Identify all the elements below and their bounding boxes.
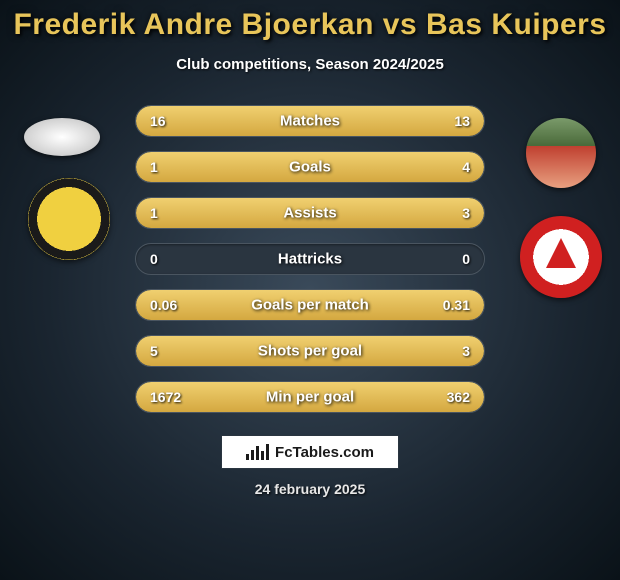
stat-label: Shots per goal [258,343,362,360]
stat-label: Assists [283,205,336,222]
brand-badge[interactable]: FcTables.com [221,435,399,469]
player-right-avatar [526,118,596,188]
footer-date: 24 february 2025 [0,481,620,497]
stat-row: 16 13 Matches [135,105,485,137]
stat-value-right: 0 [462,251,470,267]
stat-row: 0 0 Hattricks [135,243,485,275]
club-left-logo [28,178,110,260]
stat-value-right: 3 [462,205,470,221]
stat-value-left: 0.06 [150,297,177,313]
stat-value-right: 362 [447,389,470,405]
stat-row: 1672 362 Min per goal [135,381,485,413]
stat-value-left: 5 [150,343,158,359]
subtitle: Club competitions, Season 2024/2025 [0,56,620,73]
stat-label: Goals [289,159,331,176]
stat-value-right: 0.31 [443,297,470,313]
brand-bars-icon [246,444,269,460]
brand-label: FcTables.com [275,444,374,461]
stat-row: 1 4 Goals [135,151,485,183]
stat-fill-right [223,198,484,228]
stat-row: 1 3 Assists [135,197,485,229]
player-left-avatar [24,118,100,156]
stat-label: Goals per match [251,297,369,314]
page-title: Frederik Andre Bjoerkan vs Bas Kuipers [0,8,620,42]
stat-value-left: 1672 [150,389,181,405]
stat-value-left: 16 [150,113,166,129]
stat-value-left: 0 [150,251,158,267]
stat-label: Hattricks [278,251,342,268]
stat-row: 0.06 0.31 Goals per match [135,289,485,321]
stat-label: Matches [280,113,340,130]
stat-fill-left [136,152,206,182]
stat-value-right: 4 [462,159,470,175]
stat-fill-right [206,152,484,182]
stat-value-right: 3 [462,343,470,359]
stat-value-left: 1 [150,205,158,221]
club-right-logo [520,216,602,298]
stat-value-left: 1 [150,159,158,175]
stat-label: Min per goal [266,389,354,406]
stat-row: 5 3 Shots per goal [135,335,485,367]
stat-value-right: 13 [454,113,470,129]
